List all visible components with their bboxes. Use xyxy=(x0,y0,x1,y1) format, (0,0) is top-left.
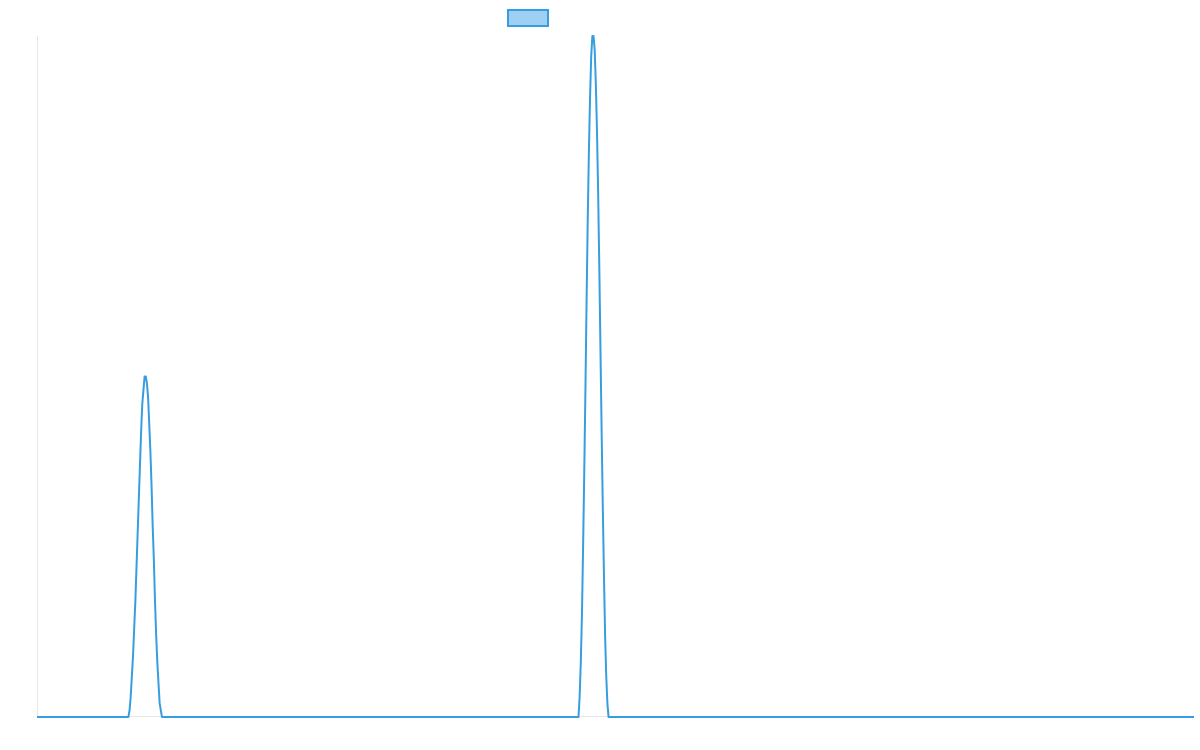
legend-swatch[interactable] xyxy=(507,9,549,27)
series-layer xyxy=(37,35,1194,718)
series-line-1[interactable] xyxy=(37,35,1194,718)
